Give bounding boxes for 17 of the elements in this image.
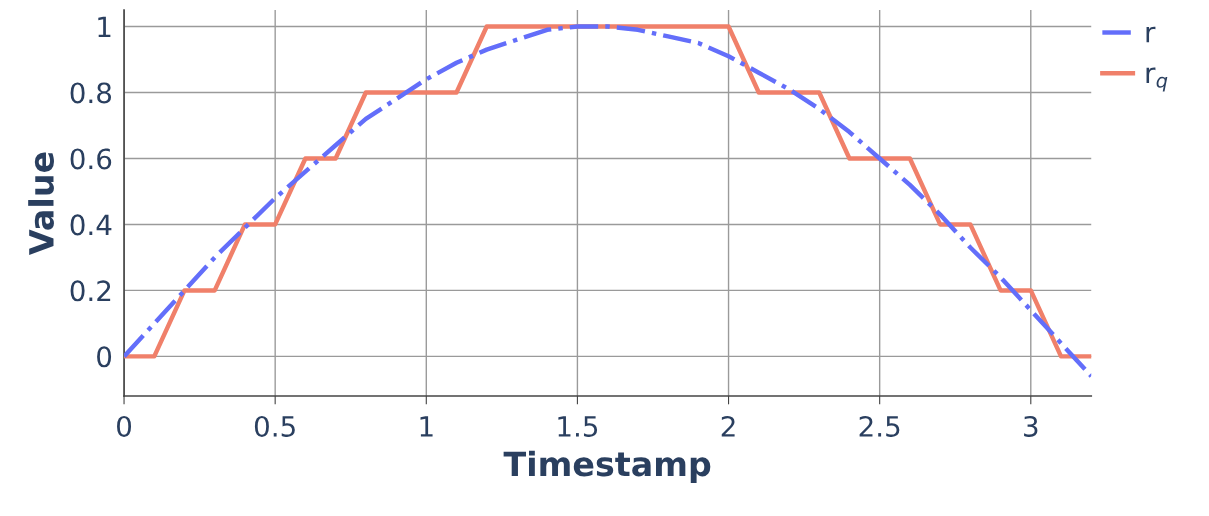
x-tick-label: 1.5 xyxy=(558,416,598,437)
x-tick-label: 2 xyxy=(721,415,735,437)
y-axis-title: Value xyxy=(28,152,54,255)
x-tick-label: 0 xyxy=(117,415,132,437)
x-tick-label: 3 xyxy=(1024,415,1038,437)
x-axis-title: Timestamp xyxy=(503,450,711,483)
y-tick-label: 0.4 xyxy=(70,214,112,236)
legend-label: r$_{q}$ xyxy=(1146,67,1168,92)
y-tick-label: 0.8 xyxy=(70,82,112,104)
y-tick-label: 1 xyxy=(98,16,111,38)
x-tick-label: 1 xyxy=(420,416,433,437)
y-tick-label: 0.6 xyxy=(70,148,112,170)
x-tick-label: 2.5 xyxy=(859,415,900,437)
y-tick-label: 0.2 xyxy=(70,280,111,302)
x-tick-label: 0.5 xyxy=(254,415,295,437)
y-tick-label: 0 xyxy=(97,346,112,368)
legend-label: r xyxy=(1146,26,1156,43)
